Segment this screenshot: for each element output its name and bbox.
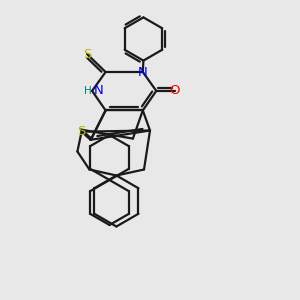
- Text: H: H: [84, 86, 92, 96]
- Text: S: S: [77, 125, 86, 138]
- Text: N: N: [138, 65, 148, 79]
- Text: N: N: [94, 84, 104, 98]
- Text: S: S: [83, 47, 91, 61]
- Text: O: O: [169, 84, 180, 98]
